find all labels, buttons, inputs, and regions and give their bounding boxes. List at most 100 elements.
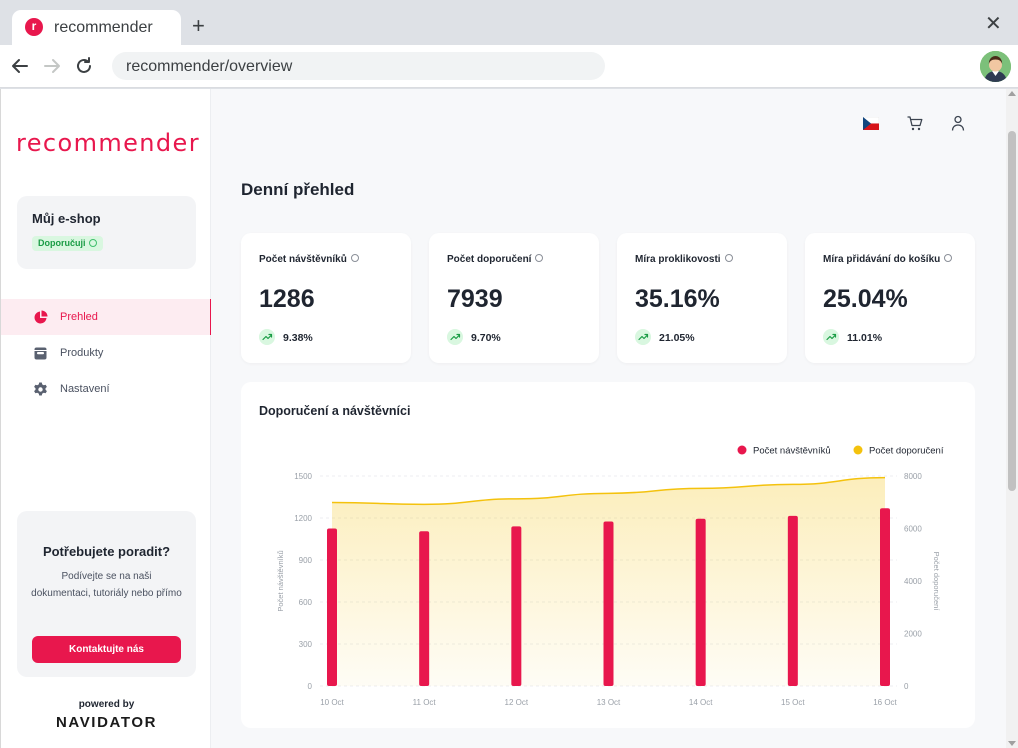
x-tick-label: 13 Oct xyxy=(597,698,621,707)
address-url: recommender/overview xyxy=(126,58,293,75)
x-tick-label: 11 Oct xyxy=(413,698,437,707)
x-tick-label: 16 Oct xyxy=(873,698,897,707)
sidebar-item-label: Prehled xyxy=(60,311,98,323)
trend-up-icon xyxy=(259,329,275,345)
sidebar: recommender Můj e-shop Doporučuji Prehle… xyxy=(0,89,212,748)
pie-chart-icon xyxy=(34,310,48,324)
forward-arrow-icon[interactable] xyxy=(41,55,63,77)
kpi-change: 21.05% xyxy=(659,332,695,344)
legend-marker-doporuceni xyxy=(853,445,863,455)
bar-navstevnici xyxy=(787,515,798,686)
new-tab-icon[interactable]: + xyxy=(192,13,205,38)
address-bar[interactable]: recommender/overview xyxy=(112,52,605,80)
contact-button[interactable]: Kontaktujte nás xyxy=(32,636,181,663)
status-badge-label: Doporučuji xyxy=(38,238,86,248)
navidator-logo[interactable]: NAVIDATOR xyxy=(55,714,158,731)
kpi-value: 1286 xyxy=(259,285,315,313)
trend-up-icon xyxy=(635,329,651,345)
profile-avatar[interactable] xyxy=(980,51,1011,82)
box-icon xyxy=(34,347,47,360)
status-badge: Doporučuji xyxy=(32,236,103,251)
y-axis-label: Počet návštěvníků xyxy=(276,550,285,611)
y2-tick-label: 2000 xyxy=(904,630,922,639)
combo-chart: 1500 1200 900 600 300 0 8000 6000 4000 2000 0 10 Oc… xyxy=(276,445,944,707)
kpi-value: 7939 xyxy=(447,285,503,313)
info-icon[interactable] xyxy=(944,254,953,262)
powered-by-label: powered by xyxy=(78,699,135,710)
sidebar-nav: Prehled Produkty Nastavení xyxy=(1,299,212,407)
y-tick-label: 0 xyxy=(308,682,313,691)
back-arrow-icon[interactable] xyxy=(9,55,31,77)
sidebar-item-prehled[interactable]: Prehled xyxy=(1,299,212,335)
trend-up-icon xyxy=(447,329,463,345)
legend-label: Počet návštěvníků xyxy=(753,446,831,457)
shop-name: Můj e-shop xyxy=(32,211,101,226)
bar-navstevnici xyxy=(880,508,890,686)
y-tick-label: 1200 xyxy=(294,514,312,523)
y2-tick-label: 6000 xyxy=(904,525,922,534)
page: recommender Můj e-shop Doporučuji Prehle… xyxy=(0,89,1018,748)
browser-tab[interactable]: r recommender xyxy=(12,10,181,45)
tab-title: recommender xyxy=(54,19,153,36)
close-window-icon[interactable]: ✕ xyxy=(985,13,1002,35)
help-card: Potřebujete poradit? Podívejte se na naš… xyxy=(17,511,196,677)
bar-navstevnici xyxy=(327,528,337,686)
info-icon[interactable] xyxy=(350,254,359,262)
x-tick-label: 10 Oct xyxy=(320,698,344,707)
scrollbar-thumb[interactable] xyxy=(1008,131,1016,491)
bar-navstevnici xyxy=(511,526,522,686)
page-scrollbar[interactable] xyxy=(1006,89,1018,748)
help-text: Podívejte se na naši dokumentaci, tutori… xyxy=(31,571,182,599)
scroll-down-icon[interactable] xyxy=(1008,741,1016,746)
kpi-change: 9.38% xyxy=(283,332,313,344)
gear-icon xyxy=(34,382,47,396)
browser-tab-strip: r recommender + ✕ xyxy=(0,0,1018,45)
help-title: Potřebujete poradit? xyxy=(42,544,171,559)
favicon-icon: r xyxy=(25,18,43,36)
info-icon[interactable] xyxy=(724,254,733,262)
y2-axis-label: Počet doporučení xyxy=(932,552,941,612)
browser-toolbar: recommender/overview xyxy=(0,45,1018,88)
kpi-value: 25.04% xyxy=(823,285,908,313)
page-title: Denní přehled xyxy=(241,180,355,199)
kpi-card-visitors: Počet návštěvníků 1286 9.38% xyxy=(241,233,411,363)
y-tick-label: 300 xyxy=(299,640,313,649)
y-tick-label: 1500 xyxy=(294,472,312,481)
kpi-value: 35.16% xyxy=(635,285,720,313)
y-tick-label: 900 xyxy=(299,556,313,565)
user-icon[interactable] xyxy=(951,115,965,131)
main-content: Denní přehled Počet návštěvníků 1286 9.3… xyxy=(211,89,1006,748)
info-icon[interactable] xyxy=(535,254,544,262)
bar-navstevnici xyxy=(419,531,430,686)
kpi-card-recommendations: Počet doporučení 7939 9.70% xyxy=(429,233,599,363)
sidebar-item-label: Nastavení xyxy=(60,383,110,395)
series-line-doporuceni xyxy=(331,476,886,506)
y2-tick-label: 8000 xyxy=(904,472,922,481)
scroll-up-icon[interactable] xyxy=(1008,91,1016,96)
bar-navstevnici xyxy=(695,518,706,686)
brand-logo[interactable]: recommender xyxy=(16,129,200,157)
kpi-change: 11.01% xyxy=(847,332,883,344)
sidebar-item-produkty[interactable]: Produkty xyxy=(1,335,212,371)
kpi-change: 9.70% xyxy=(471,332,501,344)
sidebar-item-nastaveni[interactable]: Nastavení xyxy=(1,371,212,407)
kpi-card-add-to-cart: Míra přidávání do košíku 25.04% 11.01% xyxy=(805,233,975,363)
czech-flag-icon[interactable] xyxy=(863,117,879,130)
x-tick-label: 15 Oct xyxy=(781,698,805,707)
kpi-label: Míra přidávání do košíku xyxy=(823,254,953,265)
info-icon xyxy=(88,239,97,247)
legend-label: Počet doporučení xyxy=(869,446,944,457)
bar-navstevnici xyxy=(603,521,614,686)
reload-icon[interactable] xyxy=(73,55,95,77)
x-tick-label: 12 Oct xyxy=(505,698,529,707)
y-tick-label: 600 xyxy=(299,598,313,607)
x-tick-label: 14 Oct xyxy=(689,698,713,707)
chart-title: Doporučení a návštěvníci xyxy=(259,404,411,418)
kpi-label: Počet návštěvníků xyxy=(259,254,359,265)
kpi-card-ctr: Míra proklikovosti 35.16% 21.05% xyxy=(617,233,787,363)
y2-tick-label: 4000 xyxy=(904,577,922,586)
sidebar-item-label: Produkty xyxy=(60,347,104,359)
cart-icon[interactable] xyxy=(907,116,923,131)
shop-card[interactable]: Můj e-shop Doporučuji xyxy=(17,196,196,269)
y2-tick-label: 0 xyxy=(904,682,909,691)
